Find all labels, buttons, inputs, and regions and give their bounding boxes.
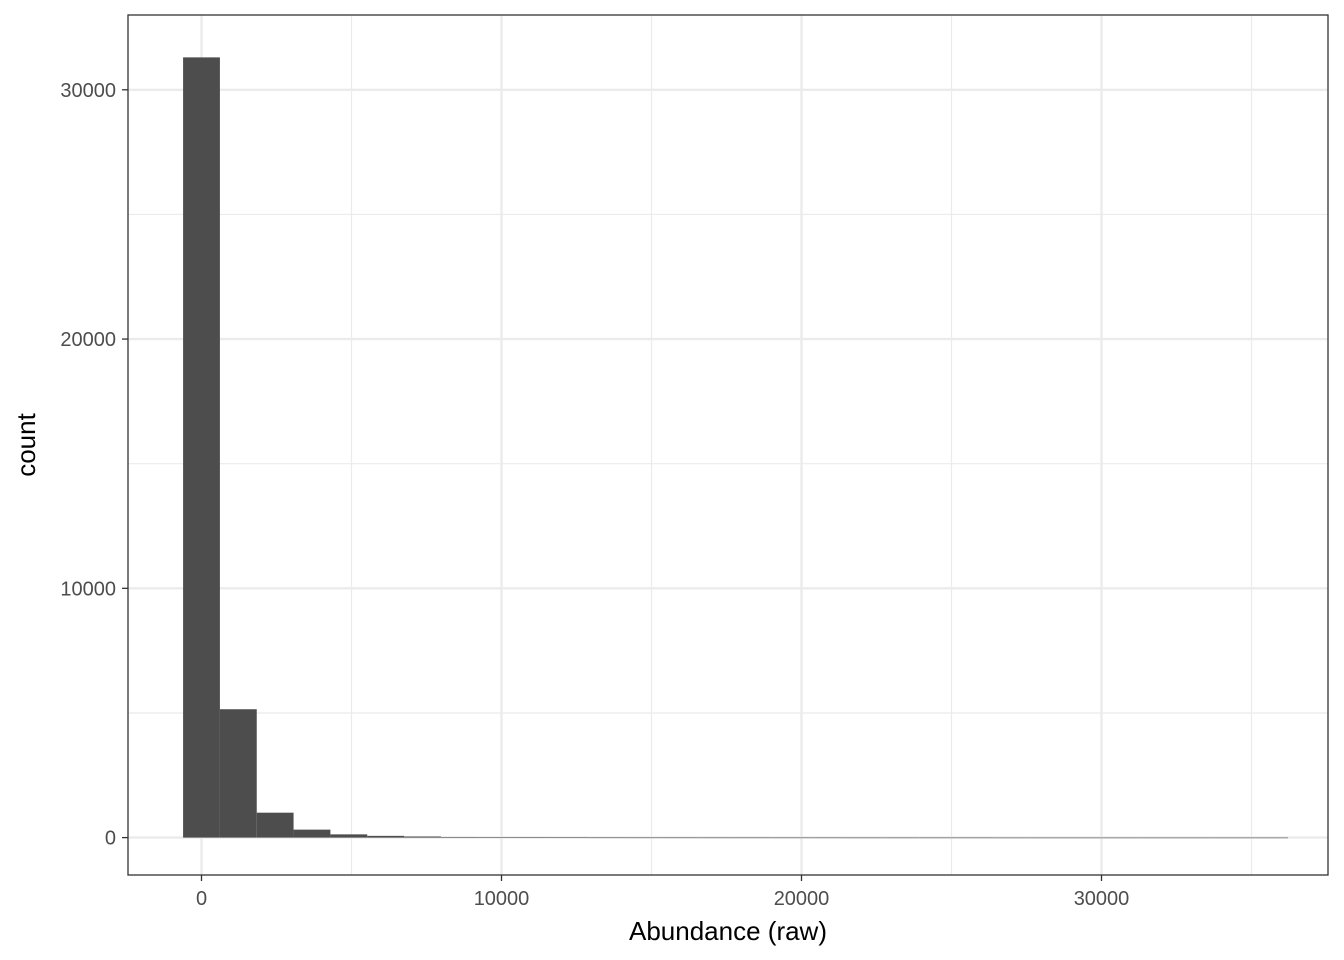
histogram-bar (735, 837, 773, 839)
histogram-bar (1214, 837, 1252, 839)
histogram-bar (625, 837, 662, 839)
histogram-bar (1066, 837, 1104, 839)
y-axis-ticks: 0 10000 20000 30000 (60, 80, 128, 850)
x-axis-title: Abundance (raw) (629, 916, 827, 946)
histogram-bar (477, 837, 515, 838)
histogram-bar (919, 837, 957, 839)
histogram-bar (882, 837, 920, 839)
y-tick-label: 0 (105, 828, 116, 850)
histogram-bar (404, 836, 441, 838)
histogram-bar (661, 837, 699, 839)
histogram-bar (1140, 837, 1178, 839)
histogram-bar (440, 836, 478, 838)
histogram-bar (330, 834, 368, 838)
histogram-bar (993, 837, 1031, 839)
histogram-bar (809, 837, 846, 839)
histogram-bar (845, 837, 883, 839)
x-tick-label: 10000 (474, 888, 530, 910)
y-tick-label: 30000 (60, 80, 116, 102)
histogram-bar (551, 837, 589, 839)
x-axis-ticks: 0 10000 20000 30000 (196, 875, 1129, 910)
y-tick-label: 20000 (60, 329, 116, 351)
histogram-bars (183, 57, 1288, 839)
histogram-bar (1103, 837, 1141, 839)
histogram-bar (1251, 837, 1288, 839)
histogram-bar (1177, 837, 1215, 839)
plot-background (128, 15, 1328, 875)
histogram-bar (772, 837, 810, 839)
grid-minor (128, 15, 1328, 875)
histogram-bar (219, 709, 257, 838)
histogram-bar (956, 837, 994, 839)
x-tick-label: 0 (196, 888, 207, 910)
histogram-bar (588, 837, 626, 839)
histogram-bar (293, 829, 331, 838)
plot-border (127, 14, 1329, 876)
histogram-bar (514, 837, 552, 838)
histogram-bar (367, 835, 405, 838)
y-axis-title: count (11, 412, 41, 476)
histogram-bar (183, 57, 220, 838)
histogram-bar (256, 812, 294, 838)
histogram-bar (1030, 837, 1067, 839)
histogram-bar (698, 837, 736, 839)
x-tick-label: 30000 (1074, 888, 1130, 910)
y-tick-label: 10000 (60, 578, 116, 600)
x-tick-label: 20000 (774, 888, 830, 910)
